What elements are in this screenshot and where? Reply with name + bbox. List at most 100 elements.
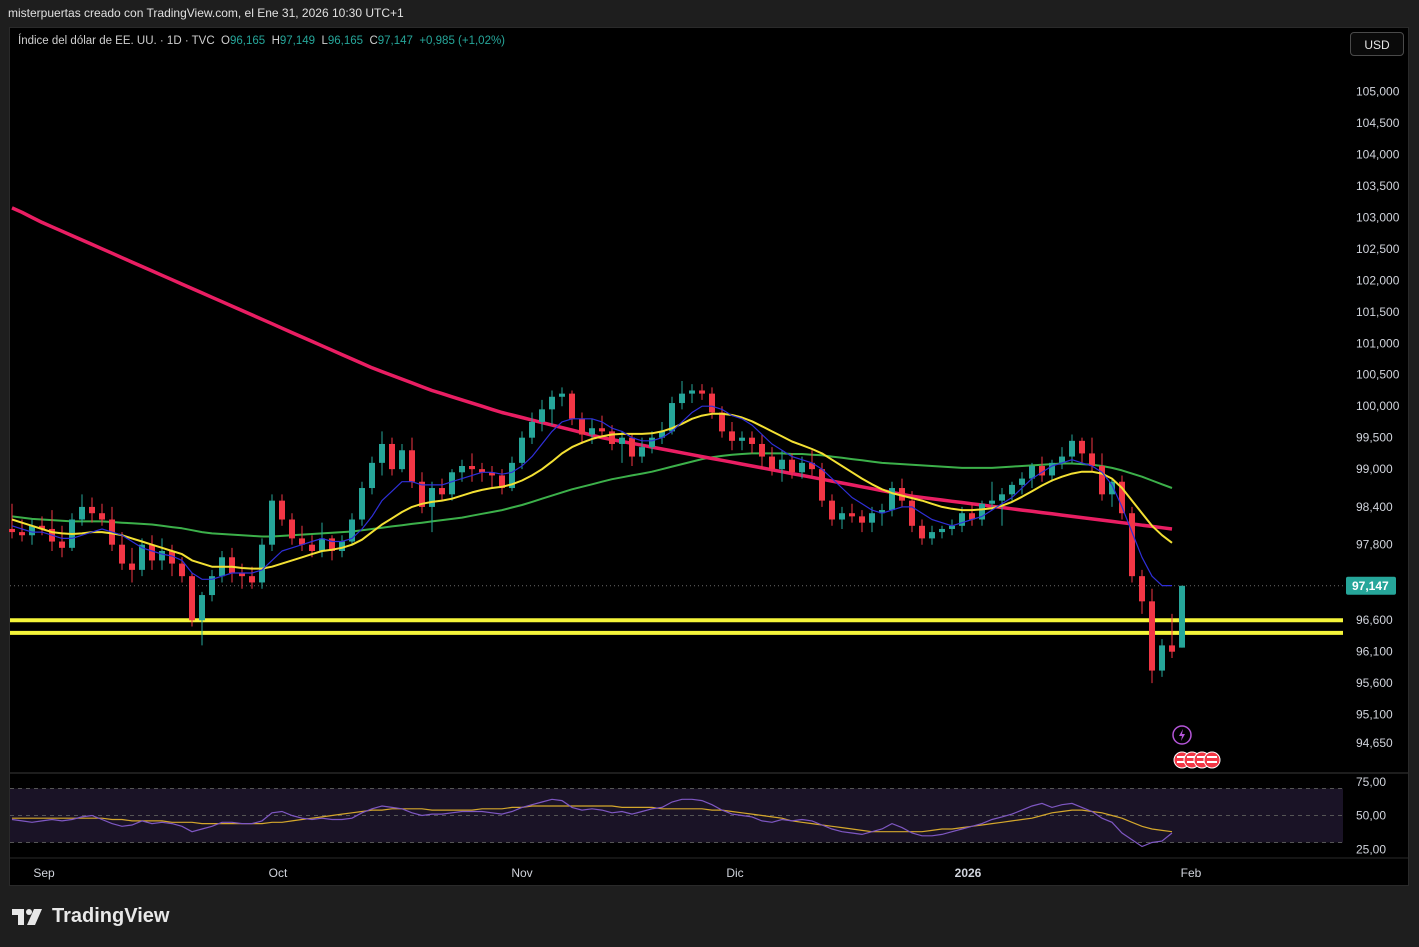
- candle-body: [679, 393, 685, 404]
- currency-button[interactable]: USD: [1350, 32, 1404, 56]
- candle-body: [999, 494, 1005, 501]
- candle-body: [869, 513, 875, 523]
- candle-body: [1169, 645, 1175, 652]
- candle-body: [99, 513, 105, 520]
- open-value: 96,165: [230, 35, 266, 47]
- candle-body: [889, 488, 895, 511]
- candle-body: [959, 513, 965, 526]
- ma-long-line: [11, 206, 1173, 531]
- candle-body: [689, 390, 695, 394]
- candle-body: [749, 437, 755, 444]
- candle-body: [1099, 466, 1105, 495]
- candle-body: [939, 528, 945, 533]
- candle-body: [589, 428, 595, 435]
- candle-body: [599, 428, 605, 432]
- candle-body: [9, 528, 15, 533]
- candle-body: [199, 595, 205, 621]
- flag-stripe: [1187, 756, 1197, 758]
- y-tick-label: 103,500: [1356, 179, 1400, 193]
- change-value: +0,985 (+1,02%): [419, 35, 506, 47]
- candle-body: [899, 488, 905, 501]
- chart-caption: misterpuertas creado con TradingView.com…: [8, 6, 404, 20]
- x-tick-label: Nov: [511, 866, 532, 880]
- candle-body: [519, 437, 525, 463]
- candle-body: [449, 472, 455, 495]
- candle-body: [829, 500, 835, 520]
- candle-body: [159, 550, 165, 561]
- lightning-icon: [1179, 729, 1185, 741]
- candle-body: [309, 544, 315, 551]
- rsi-y-tick-label: 25,00: [1356, 842, 1386, 856]
- candle-body: [619, 437, 625, 444]
- y-tick-label: 99,500: [1356, 431, 1393, 445]
- ma-slow-line: [11, 452, 1173, 538]
- candle-body: [299, 538, 305, 545]
- candle-body: [1089, 453, 1095, 467]
- flag-stripe: [1197, 761, 1207, 763]
- candle-body: [229, 557, 235, 574]
- candle-body: [729, 431, 735, 441]
- candle-body: [139, 544, 145, 570]
- brand-wordmark: TradingView: [52, 905, 170, 927]
- candle-body: [369, 462, 375, 489]
- candle-body: [1179, 585, 1185, 648]
- candle-body: [739, 437, 745, 441]
- rsi-line: [11, 798, 1173, 848]
- candle-body: [329, 538, 335, 551]
- ma-fast-line: [11, 405, 1172, 587]
- candle-body: [849, 513, 855, 517]
- footer-brand: TradingView: [12, 905, 169, 928]
- flag-stripe: [1207, 756, 1217, 758]
- candle-body: [1029, 466, 1035, 479]
- flag-stripe: [1177, 761, 1187, 763]
- candle-body: [119, 544, 125, 564]
- tradingview-logo-icon: [12, 908, 42, 925]
- candle-body: [419, 481, 425, 507]
- candle-body: [699, 390, 705, 394]
- candle-body: [659, 431, 665, 438]
- candle-body: [1149, 601, 1155, 671]
- last-price-tag: [1346, 576, 1396, 595]
- candle-body: [779, 459, 785, 470]
- candle-body: [909, 500, 915, 526]
- y-tick-label: 102,000: [1356, 273, 1400, 287]
- candle-body: [339, 541, 345, 551]
- candle-body: [839, 513, 845, 520]
- candle-body: [429, 488, 435, 507]
- candle-body: [249, 576, 255, 583]
- y-tick-label: 101,000: [1356, 336, 1400, 350]
- candle-body: [629, 437, 635, 457]
- y-tick-label: 96,100: [1356, 645, 1393, 659]
- candle-body: [269, 500, 275, 545]
- x-tick-label: 2026: [955, 866, 982, 880]
- candle-body: [259, 544, 265, 583]
- y-tick-label: 105,000: [1356, 84, 1400, 98]
- candle-body: [29, 525, 35, 536]
- candle-body: [179, 563, 185, 577]
- candle-body: [1049, 462, 1055, 476]
- candle-body: [789, 459, 795, 473]
- candle-body: [409, 450, 415, 482]
- candle-body: [1069, 440, 1075, 457]
- candle-body: [709, 393, 715, 413]
- candle-body: [39, 525, 45, 529]
- candle-body: [1159, 645, 1165, 671]
- candle-body: [569, 393, 575, 419]
- close-value: 97,147: [377, 35, 413, 47]
- flag-stripe: [1197, 756, 1207, 758]
- y-tick-label: 96,600: [1356, 613, 1393, 627]
- candle-body: [1139, 576, 1145, 602]
- candle-body: [1039, 466, 1045, 476]
- high-label: H: [271, 35, 280, 47]
- candle-body: [549, 396, 555, 410]
- candle-body: [639, 447, 645, 457]
- y-tick-label: 100,500: [1356, 368, 1400, 382]
- candle-body: [359, 488, 365, 520]
- rsi-ma-line: [12, 805, 1173, 833]
- candle-body: [59, 541, 65, 548]
- candle-body: [649, 437, 655, 448]
- candle-body: [499, 475, 505, 489]
- y-tick-label: 95,100: [1356, 708, 1393, 722]
- y-tick-label: 98,400: [1356, 500, 1393, 514]
